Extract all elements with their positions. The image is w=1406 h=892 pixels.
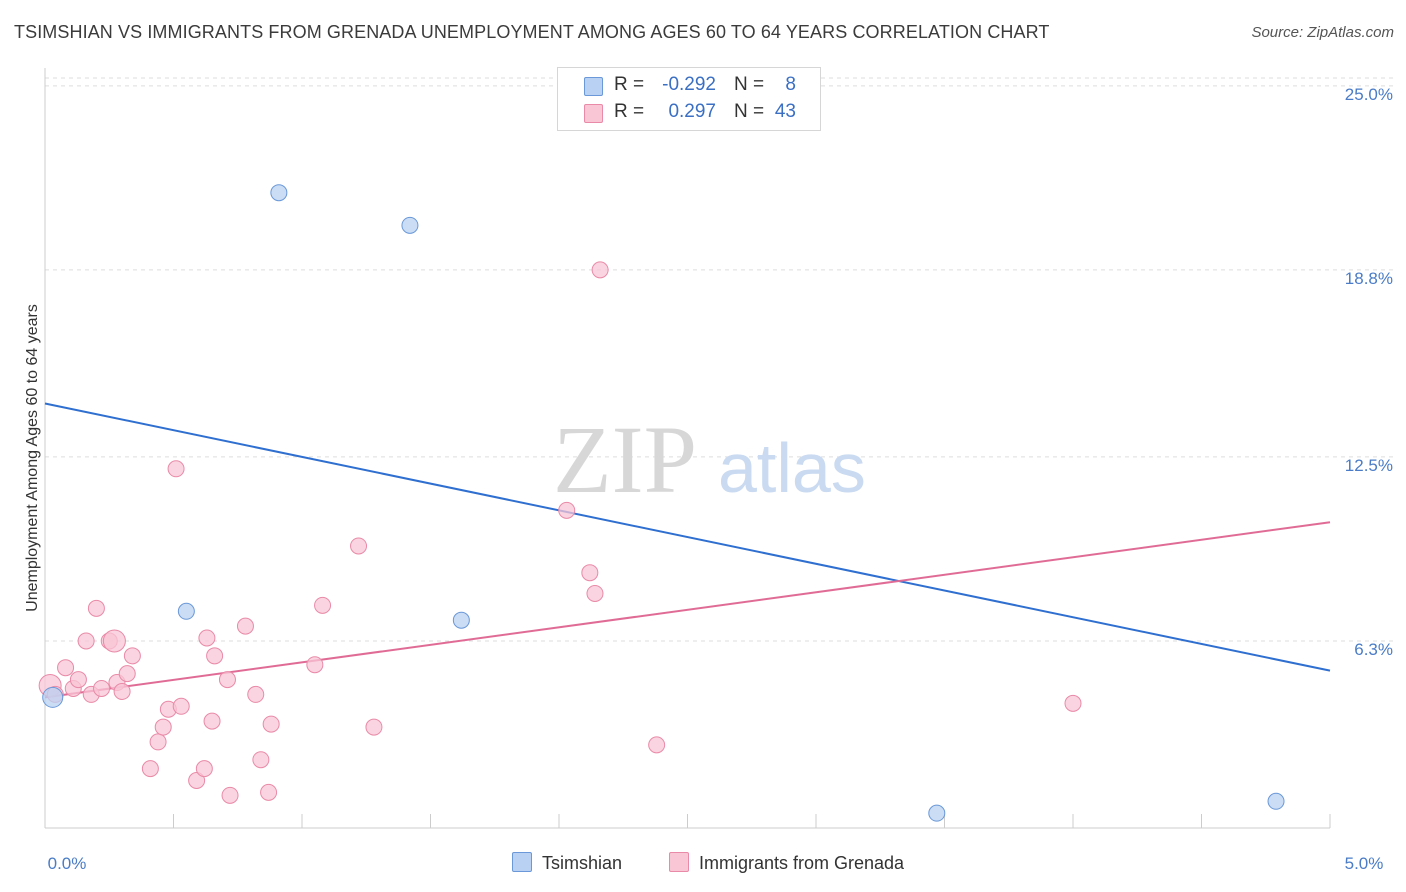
grenada-point xyxy=(206,647,224,665)
grenada-legend-swatch xyxy=(669,852,689,872)
tsimshian-legend-swatch xyxy=(512,852,532,872)
x-tick-label: 5.0% xyxy=(1345,854,1384,873)
r-value: 0.297 xyxy=(668,101,716,122)
grenada-point xyxy=(113,682,131,700)
grid-lines xyxy=(45,77,1395,642)
grenada-point xyxy=(252,751,270,769)
tsimshian-point xyxy=(452,611,470,629)
tsimshian-point xyxy=(177,602,195,620)
r-label: R = xyxy=(614,101,645,122)
legend-item-grenada[interactable]: Immigrants from Grenada xyxy=(669,852,904,874)
tsimshian-point xyxy=(1267,792,1285,810)
trend-lines xyxy=(44,402,1331,699)
y-tick-label: 6.3% xyxy=(1354,640,1393,659)
tsimshian-point xyxy=(42,686,64,708)
axes xyxy=(44,68,1331,829)
grenada-point xyxy=(149,733,167,751)
y-tick-label: 18.8% xyxy=(1345,269,1393,288)
grenada-point xyxy=(648,736,666,754)
y-tick-label: 12.5% xyxy=(1345,456,1393,475)
grenada-point xyxy=(123,647,141,665)
grenada-point xyxy=(350,537,368,555)
grenada-point xyxy=(154,718,172,736)
grenada-point xyxy=(221,786,239,804)
legend-label-grenada: Immigrants from Grenada xyxy=(699,853,905,873)
tsimshian-point xyxy=(270,184,288,202)
watermark-zip: ZIP xyxy=(553,406,697,513)
grenada-point xyxy=(198,629,216,647)
grenada-point xyxy=(141,760,159,778)
grenada-point xyxy=(591,261,609,279)
grenada-point xyxy=(365,718,383,736)
n-value: 8 xyxy=(785,74,796,95)
grenada-point xyxy=(203,712,221,730)
trend-line-grenada xyxy=(44,521,1331,699)
grenada-point xyxy=(218,671,236,689)
legend-row-tsimshian: R = -0.292 N = 8 xyxy=(558,73,820,99)
chart-title: TSIMSHIAN VS IMMIGRANTS FROM GRENADA UNE… xyxy=(14,22,1050,42)
legend-item-tsimshian[interactable]: Tsimshian xyxy=(512,852,622,874)
legend-row-grenada: R = 0.297 N = 43 xyxy=(558,100,820,126)
stats-legend: R = -0.292 N = 8 R = 0.297 N = 43 xyxy=(557,67,821,131)
data-points xyxy=(38,74,1285,822)
grenada-point xyxy=(57,659,75,677)
n-label: N = xyxy=(734,74,765,95)
n-value: 43 xyxy=(774,101,796,122)
grenada-point xyxy=(172,697,190,715)
watermark-atlas: atlas xyxy=(718,429,866,507)
tick-labels: 25.0% 18.8% 12.5% 6.3% 0.0% 5.0% xyxy=(48,85,1393,873)
tsimshian-point xyxy=(928,804,946,822)
grenada-point xyxy=(102,629,126,653)
grenada-point xyxy=(93,679,111,697)
grenada-point xyxy=(167,460,185,478)
grenada-point xyxy=(247,685,265,703)
r-value: -0.292 xyxy=(662,74,716,95)
grenada-point xyxy=(236,617,254,635)
legend-label-tsimshian: Tsimshian xyxy=(542,853,623,873)
watermark: ZIP atlas xyxy=(553,406,866,513)
tsimshian-swatch xyxy=(584,77,603,96)
grenada-point xyxy=(1064,694,1082,712)
trend-line-tsimshian xyxy=(44,402,1331,672)
grenada-swatch xyxy=(584,104,603,123)
x-tick-label: 0.0% xyxy=(48,854,87,873)
grenada-point xyxy=(586,584,604,602)
n-label: N = xyxy=(734,101,765,122)
grenada-point xyxy=(260,783,278,801)
grenada-point xyxy=(195,760,213,778)
grenada-point xyxy=(188,772,206,789)
series-legend: Tsimshian Immigrants from Grenada xyxy=(0,852,1406,878)
y-tick-label: 25.0% xyxy=(1345,85,1393,104)
source-label: Source: ZipAtlas.com xyxy=(1251,24,1394,41)
y-axis-label: Unemployment Among Ages 60 to 64 years xyxy=(24,304,41,612)
grenada-point xyxy=(262,715,280,733)
grenada-point xyxy=(558,501,576,519)
grenada-point xyxy=(118,665,136,683)
grenada-point xyxy=(306,656,324,674)
grenada-point xyxy=(314,596,332,614)
grenada-point xyxy=(581,564,599,582)
tsimshian-point xyxy=(401,216,419,234)
grenada-point xyxy=(77,632,95,650)
r-label: R = xyxy=(614,74,645,95)
grenada-point xyxy=(87,599,105,617)
grenada-point xyxy=(69,671,87,689)
